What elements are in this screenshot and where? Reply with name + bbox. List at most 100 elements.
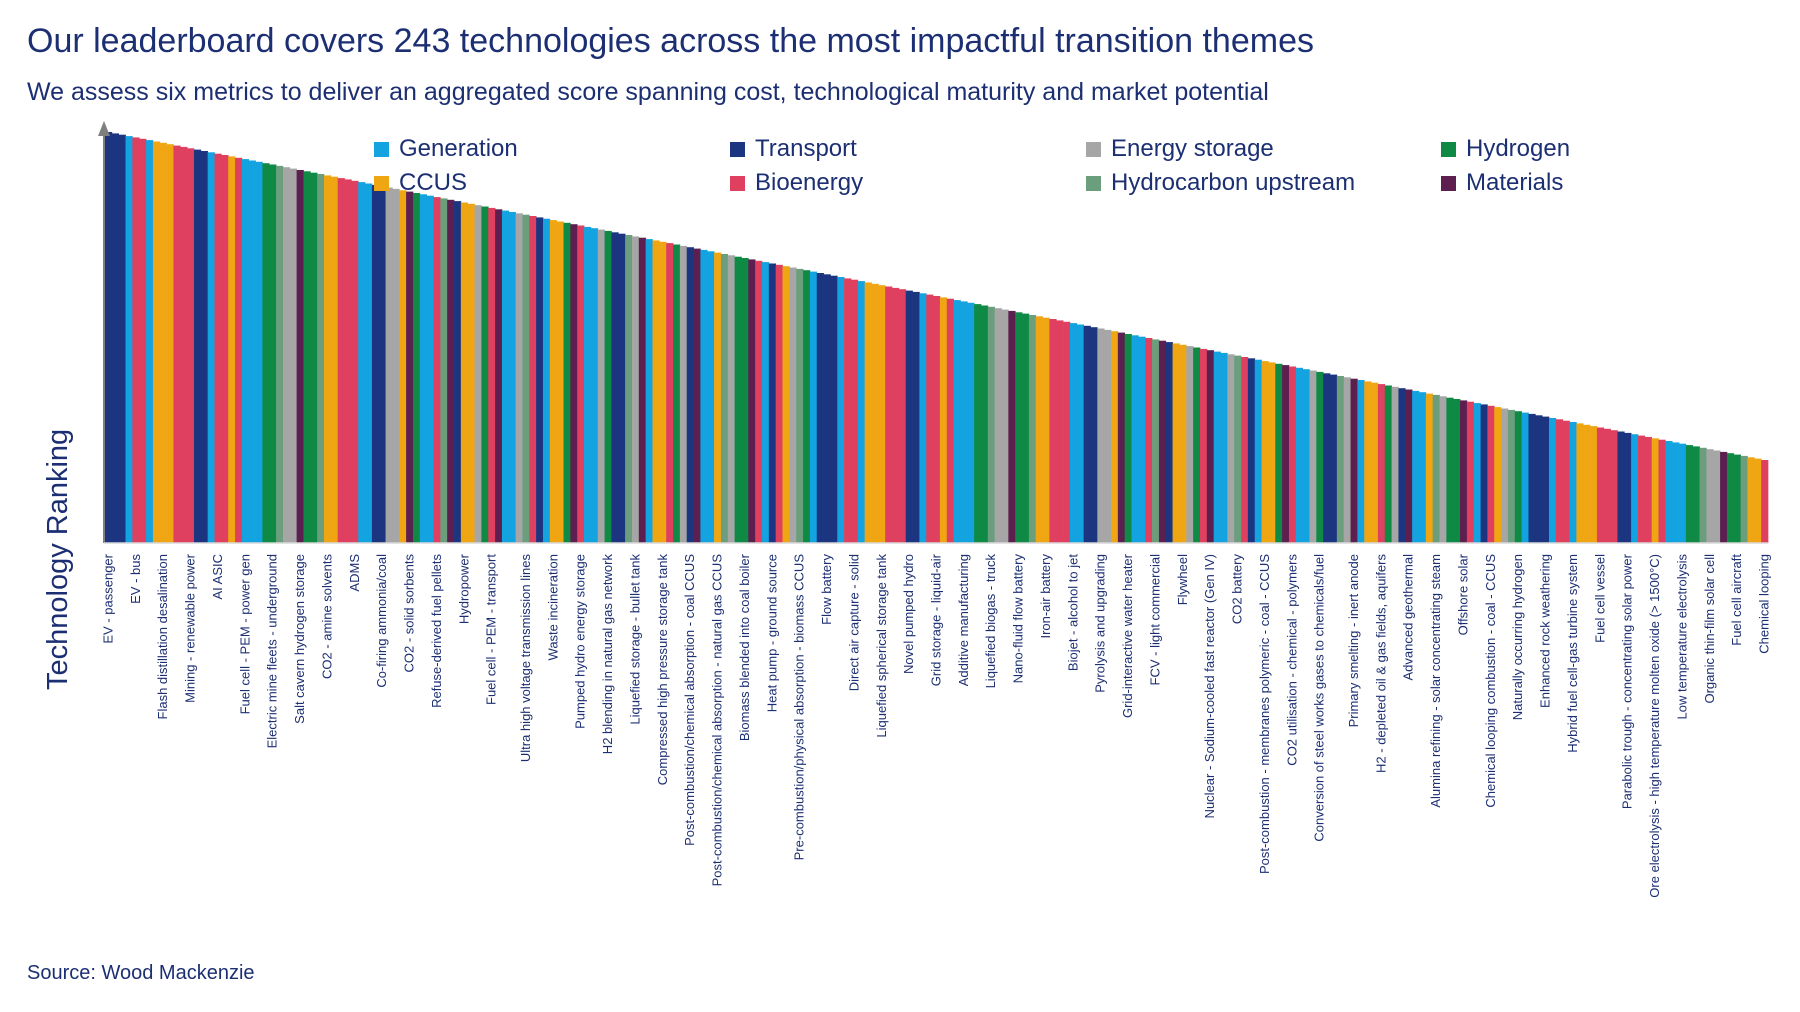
bar [673,244,681,543]
bar [1384,385,1392,543]
bar [720,254,729,543]
bar [933,296,941,543]
x-tick-label: Nano-fluid flow battery [1011,554,1026,684]
bar [980,305,989,543]
bar [1487,405,1495,543]
bar [1733,454,1741,543]
bar [1713,450,1721,543]
x-tick-label: ADMS [347,554,362,592]
bar [1350,378,1358,543]
legend-item-energy-storage: Energy storage [1086,135,1274,165]
bar [844,278,852,543]
x-tick-label: Liquefied biogas - truck [983,554,998,689]
bar [974,304,982,543]
legend-label: Hydrocarbon upstream [1111,169,1356,196]
bar [337,178,345,543]
bar [1665,441,1673,543]
x-tick-label: Chemical looping combustion - coal - CCU… [1483,554,1498,808]
bar [1549,418,1557,543]
legend-item-generation: Generation [374,135,518,165]
bar [392,188,400,543]
bar [1172,343,1180,543]
bar [1466,401,1475,543]
bar [1740,455,1748,543]
bar [1330,374,1338,543]
bar [1576,423,1584,543]
bar [1076,324,1084,543]
bar [371,184,380,543]
bar [892,287,900,543]
legend-item-transport: Transport [730,135,857,165]
bar [1179,344,1187,543]
bar [1644,437,1652,543]
bar [761,262,770,543]
bar [1590,426,1598,543]
x-tick-label: Hydropower [456,553,471,624]
bar [166,144,174,543]
legend-label: Hydrogen [1466,135,1571,162]
bar [351,180,359,544]
bar [501,210,510,543]
x-tick-label: Liquefied storage - bullet tank [627,554,642,725]
bar [378,186,386,543]
bar [734,256,742,543]
legend-label: Materials [1466,169,1564,196]
bar [960,301,968,543]
bar [1357,380,1365,543]
bar [625,235,633,543]
x-tick-label: Waste incineration [545,554,560,660]
x-tick-label: Post-combustion - membranes polymeric - … [1257,554,1272,874]
bar [666,243,674,543]
bar [200,151,208,543]
bar [1022,313,1030,543]
bar [282,167,291,543]
bar [1295,367,1303,543]
legend-item-hydrogen: Hydrogen [1441,135,1570,165]
bar [1309,370,1317,543]
bar [1049,319,1057,543]
x-tick-label: Fuel cell - PEM - power gen [237,554,252,714]
bar [693,248,701,543]
bar [1377,384,1386,543]
bar [700,249,708,543]
bar [1131,335,1139,543]
x-tick-label: Flywheel [1175,554,1190,605]
bar [1637,435,1646,543]
bar [447,199,455,544]
bar [269,164,277,543]
legend-swatch [1441,175,1456,191]
legend-swatch [374,141,389,157]
bar [830,275,838,543]
bar [645,239,653,543]
bar [638,237,646,543]
bar [1316,371,1324,543]
x-tick-label: Chemical looping [1757,554,1772,654]
bar [809,271,818,543]
bar [871,283,879,543]
bar [631,236,640,543]
x-tick-label: Low temperature electrolysis [1675,554,1690,720]
x-tick-label: Post-combustion/chemical absorption - co… [682,554,697,846]
legend-label: Bioenergy [755,169,864,196]
bar [111,133,120,543]
bar [755,260,763,543]
bar [775,264,783,543]
bar [1535,415,1543,543]
bar [1111,331,1119,543]
bar [885,286,893,543]
x-tick-label: EV - passenger [100,553,115,643]
bar [604,230,612,543]
legend-item-ccus: CCUS [374,169,467,199]
bar [1624,432,1632,543]
bar [1008,310,1016,543]
bar [803,270,811,543]
bar [344,179,352,543]
bar [173,145,181,543]
x-tick-label: CO2 utilisation - chemical - polymers [1284,554,1299,766]
bar [1610,430,1618,543]
bar [1261,361,1269,543]
bar [1692,446,1700,543]
bar [796,268,804,543]
bar [1152,339,1160,543]
x-tick-label: Flash distillation desalination [155,554,170,719]
